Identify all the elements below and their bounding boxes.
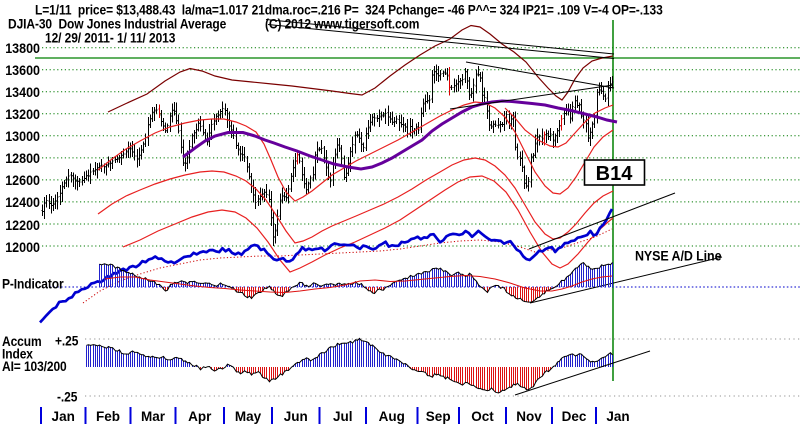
- svg-text:B14: B14: [596, 163, 634, 185]
